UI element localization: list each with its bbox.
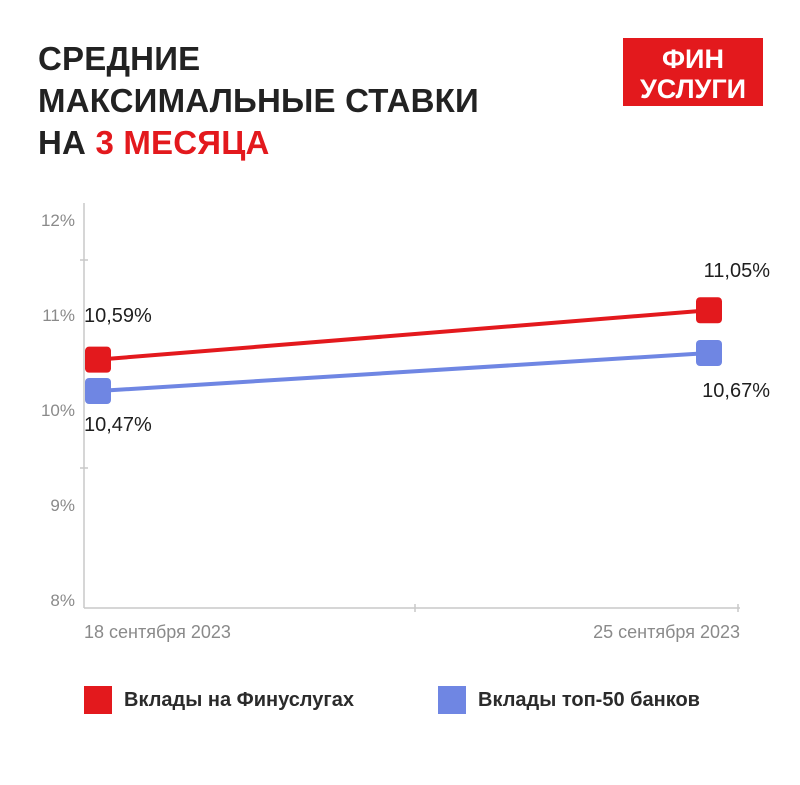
legend-item-top50: Вклады топ-50 банков (438, 686, 700, 714)
series-group: 10,59% 11,05% 10,47% 10,67% (84, 260, 770, 436)
legend-item-finuslugi: Вклады на Финуслугах (84, 686, 354, 714)
title-accent: 3 МЕСЯЦА (95, 124, 270, 161)
title-line-2: МАКСИМАЛЬНЫЕ СТАВКИ (38, 82, 479, 119)
legend-swatch-top50 (438, 686, 466, 714)
x-tick-labels: 18 сентября 2023 25 сентября 2023 (84, 622, 740, 642)
data-label-1-1: 10,67% (702, 380, 770, 402)
y-tick-label-1: 11% (42, 306, 75, 325)
data-label-0-0: 10,59% (84, 305, 152, 327)
logo-line-2: УСЛУГИ (639, 74, 747, 104)
data-point-0-0 (85, 346, 111, 373)
x-tick-label-0: 18 сентября 2023 (84, 622, 231, 642)
x-tick-label-1: 25 сентября 2023 (593, 622, 740, 642)
title-line-1: СРЕДНИЕ (38, 40, 201, 77)
data-label-1-0: 10,47% (84, 414, 152, 436)
y-tick-label-4: 8% (50, 591, 75, 610)
series-line-0 (97, 308, 710, 362)
y-tick-label-2: 10% (41, 401, 75, 420)
y-tick-labels: 12% 11% 10% 9% 8% (41, 211, 75, 610)
data-point-0-1 (696, 297, 722, 324)
finuslugi-logo: ФИН УСЛУГИ (623, 38, 763, 106)
data-label-0-1: 11,05% (704, 260, 771, 282)
page-title: СРЕДНИЕ МАКСИМАЛЬНЫЕ СТАВКИ НА 3 МЕСЯЦА (38, 38, 479, 164)
series-line-1 (97, 351, 710, 393)
y-tick-label-0: 12% (41, 211, 75, 230)
data-point-1-0 (85, 378, 111, 404)
logo-line-1: ФИН (662, 44, 724, 74)
title-line-3: НА 3 МЕСЯЦА (38, 122, 479, 164)
legend-label-top50: Вклады топ-50 банков (478, 688, 700, 711)
y-tick-label-3: 9% (50, 496, 75, 515)
chart-axes (80, 203, 740, 612)
legend-label-finuslugi: Вклады на Финуслугах (124, 688, 354, 711)
data-point-1-1 (696, 340, 722, 366)
title-prefix: НА (38, 124, 96, 161)
legend-swatch-finuslugi (84, 686, 112, 714)
